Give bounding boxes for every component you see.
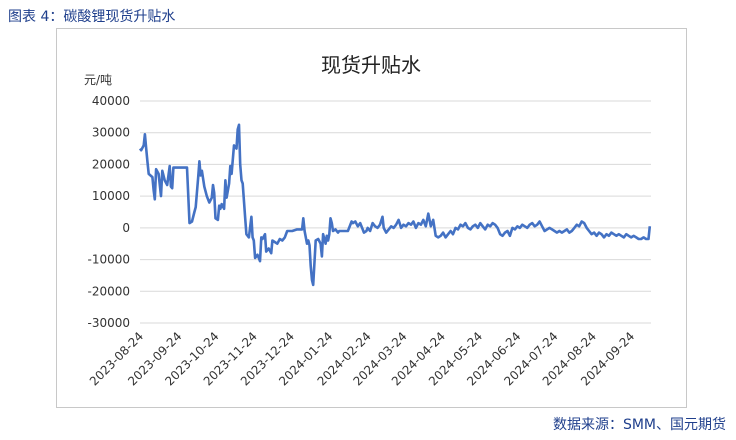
- y-tick-label: -10000: [87, 253, 130, 267]
- data-source-note: 数据来源：SMM、国元期货: [552, 417, 726, 433]
- y-tick-label: 40000: [92, 94, 130, 108]
- series-layer: [138, 123, 652, 287]
- y-axis-unit-label: 元/吨: [84, 73, 112, 87]
- chart-frame: [56, 28, 687, 408]
- chart-title: 现货升贴水: [321, 53, 421, 77]
- y-tick-label: 30000: [92, 126, 130, 140]
- y-tick-labels: 40000 30000 20000 10000 0 -10000 -20000 -30000: [87, 94, 130, 330]
- y-tick-label: -30000: [87, 316, 130, 330]
- figure-caption: 图表 4：碳酸锂现货升贴水: [8, 9, 176, 25]
- gridlines: [140, 100, 651, 324]
- series-line: [138, 123, 652, 287]
- y-tick-label: 10000: [92, 189, 130, 203]
- x-tick-labels: 2023-08-242023-09-242023-10-242023-11-24…: [87, 329, 637, 388]
- y-tick-label: 0: [122, 221, 130, 235]
- y-tick-label: 20000: [92, 157, 130, 171]
- y-tick-label: -20000: [87, 284, 130, 298]
